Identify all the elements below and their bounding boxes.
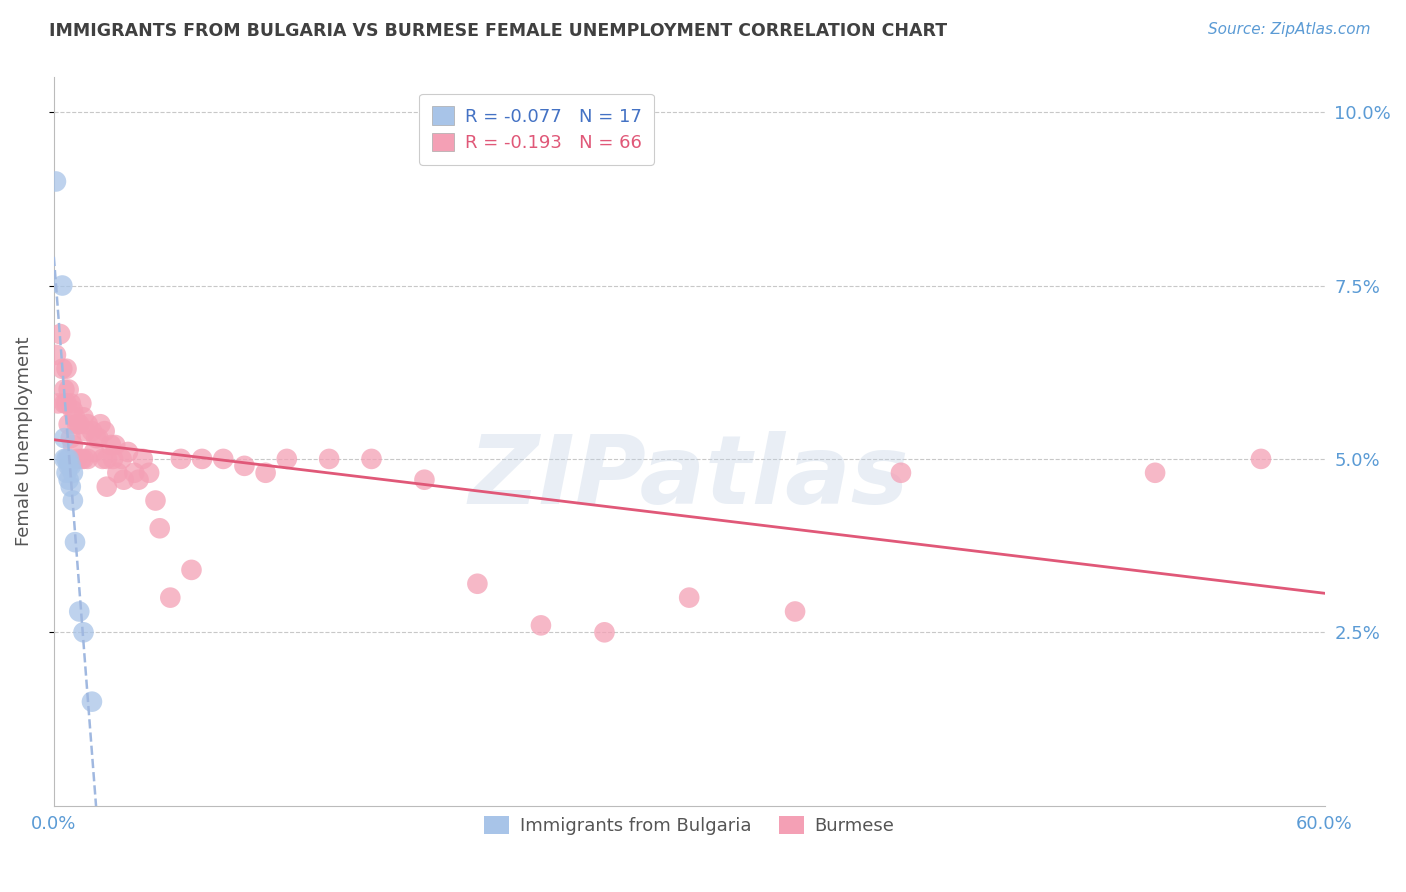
Point — [93, 424, 115, 438]
Text: ZIPatlas: ZIPatlas — [468, 432, 910, 524]
Point — [70, 451, 93, 466]
Point — [128, 473, 150, 487]
Point — [89, 417, 111, 432]
Point — [783, 605, 806, 619]
Point — [45, 174, 67, 188]
Point — [67, 605, 90, 619]
Point — [58, 473, 80, 487]
Point — [51, 278, 73, 293]
Point — [105, 466, 128, 480]
Point — [100, 438, 122, 452]
Point — [45, 348, 67, 362]
Point — [53, 383, 76, 397]
Point — [145, 493, 167, 508]
Point — [72, 451, 94, 466]
Point — [62, 466, 84, 480]
Point — [170, 451, 193, 466]
Point — [53, 431, 76, 445]
Point — [360, 451, 382, 466]
Point — [51, 361, 73, 376]
Point — [55, 396, 77, 410]
Point — [63, 410, 86, 425]
Point — [87, 431, 110, 445]
Point — [80, 695, 103, 709]
Point — [112, 473, 135, 487]
Point — [63, 535, 86, 549]
Point — [890, 466, 912, 480]
Point — [110, 451, 132, 466]
Point — [80, 424, 103, 438]
Point — [413, 473, 436, 487]
Point — [49, 327, 72, 342]
Point — [67, 417, 90, 432]
Point — [191, 451, 214, 466]
Point — [212, 451, 235, 466]
Point — [62, 493, 84, 508]
Point — [96, 451, 118, 466]
Point — [467, 576, 489, 591]
Point — [233, 458, 256, 473]
Point — [678, 591, 700, 605]
Point — [75, 424, 97, 438]
Point — [159, 591, 181, 605]
Point — [83, 445, 105, 459]
Point — [593, 625, 616, 640]
Point — [318, 451, 340, 466]
Point — [72, 625, 94, 640]
Point — [59, 458, 82, 473]
Y-axis label: Female Unemployment: Female Unemployment — [15, 337, 32, 546]
Point — [55, 361, 77, 376]
Point — [55, 451, 77, 466]
Point — [101, 451, 124, 466]
Point — [96, 480, 118, 494]
Point — [124, 466, 146, 480]
Point — [1144, 466, 1167, 480]
Point — [66, 417, 89, 432]
Point — [138, 466, 160, 480]
Text: IMMIGRANTS FROM BULGARIA VS BURMESE FEMALE UNEMPLOYMENT CORRELATION CHART: IMMIGRANTS FROM BULGARIA VS BURMESE FEMA… — [49, 22, 948, 40]
Point — [72, 410, 94, 425]
Point — [70, 396, 93, 410]
Point — [84, 431, 107, 445]
Point — [254, 466, 277, 480]
Text: Source: ZipAtlas.com: Source: ZipAtlas.com — [1208, 22, 1371, 37]
Point — [53, 451, 76, 466]
Point — [91, 451, 114, 466]
Point — [46, 396, 69, 410]
Point — [66, 451, 89, 466]
Point — [59, 396, 82, 410]
Point — [76, 417, 98, 432]
Point — [62, 403, 84, 417]
Point — [1250, 451, 1272, 466]
Legend: Immigrants from Bulgaria, Burmese: Immigrants from Bulgaria, Burmese — [475, 806, 904, 844]
Point — [59, 431, 82, 445]
Point — [58, 417, 80, 432]
Point — [55, 466, 77, 480]
Point — [53, 396, 76, 410]
Point — [58, 451, 80, 466]
Point — [58, 383, 80, 397]
Point — [104, 438, 127, 452]
Point — [62, 438, 84, 452]
Point — [59, 480, 82, 494]
Point — [76, 451, 98, 466]
Point — [132, 451, 155, 466]
Point — [530, 618, 553, 632]
Point — [58, 458, 80, 473]
Point — [180, 563, 202, 577]
Point — [117, 445, 139, 459]
Point — [276, 451, 298, 466]
Point — [149, 521, 172, 535]
